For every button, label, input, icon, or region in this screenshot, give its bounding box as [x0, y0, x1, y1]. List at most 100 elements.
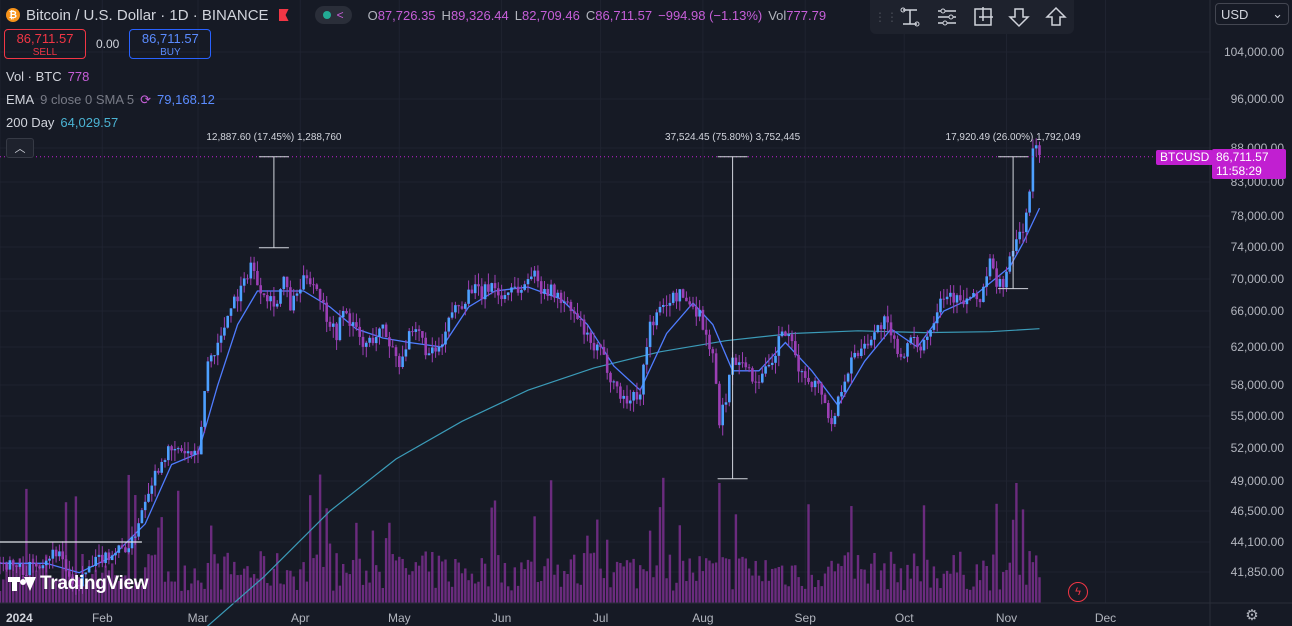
volume-bar: [754, 560, 757, 603]
candle-body: [391, 346, 394, 348]
candle-body: [447, 317, 451, 332]
volume-bar: [299, 569, 302, 603]
volume-bar: [101, 572, 104, 603]
volume-bar: [190, 583, 193, 603]
flag-icon[interactable]: [278, 9, 289, 21]
volume-bar: [127, 474, 130, 603]
crosshair-box-icon[interactable]: [965, 0, 1001, 34]
sell-button[interactable]: 86,711.57 SELL: [4, 29, 86, 59]
candle-body: [97, 554, 101, 557]
currency-select[interactable]: USD ⌄: [1215, 3, 1289, 25]
candle-body: [25, 575, 28, 577]
candle-body: [609, 372, 612, 383]
volume-bar: [718, 483, 721, 603]
volume-bar: [97, 581, 101, 603]
volume-bar: [441, 561, 444, 603]
candle-body: [635, 391, 639, 400]
volume-bar: [866, 583, 870, 603]
volume-bar: [259, 551, 262, 603]
volume-bar: [711, 563, 714, 603]
candle-body: [579, 318, 583, 320]
candle-body: [988, 258, 992, 277]
candle-body: [995, 268, 998, 287]
candle-body: [437, 346, 441, 352]
candle-body: [619, 386, 622, 399]
volume-bar: [236, 575, 239, 603]
time-tick-label: Sep: [795, 611, 817, 625]
candle-body: [605, 354, 609, 373]
time-tick-label: Mar: [188, 611, 209, 625]
volume-bar: [64, 502, 68, 603]
candle-body: [919, 346, 922, 351]
volume-bar: [837, 563, 840, 603]
volume-bar: [493, 500, 497, 603]
long-position-icon[interactable]: [892, 0, 928, 34]
volume-bar: [94, 569, 97, 603]
time-tick-label: May: [388, 611, 411, 625]
volume-bar: [655, 565, 658, 603]
volume-indicator-legend[interactable]: Vol · BTC 778: [6, 69, 89, 84]
candle-body: [480, 286, 484, 300]
volume-bar: [807, 504, 810, 603]
drag-handle-icon[interactable]: ⋮⋮: [874, 10, 898, 24]
ohlc-values: O87,726.35 H89,326.44 L82,709.46 C86,711.57…: [368, 8, 826, 23]
volume-bar: [378, 571, 381, 603]
candle-body: [464, 303, 467, 309]
volume-bar: [252, 574, 256, 603]
candle-body: [68, 571, 71, 577]
symbol-title[interactable]: Bitcoin / U.S. Dollar · 1D · BINANCE: [26, 6, 269, 24]
indicator-settings-icon[interactable]: [928, 0, 964, 34]
candle-body: [51, 549, 55, 559]
ohlc-item: L82,709.46: [515, 8, 580, 23]
ma200-indicator-legend[interactable]: 200 Day 64,029.57: [6, 115, 118, 130]
candle-body: [490, 283, 493, 292]
price-tick-label: 58,000.00: [1231, 378, 1285, 392]
candle-body: [388, 337, 391, 347]
market-status-pill[interactable]: <: [314, 6, 352, 24]
time-tick-label: Oct: [895, 611, 914, 625]
lightning-icon[interactable]: ϟ: [1068, 582, 1088, 602]
candle-body: [186, 451, 190, 454]
volume-bar: [738, 558, 741, 603]
buy-button[interactable]: 86,711.57 BUY: [129, 29, 212, 59]
volume-bar: [269, 585, 272, 603]
collapse-legend-button[interactable]: ︿: [6, 138, 34, 158]
volume-bar: [292, 576, 295, 603]
candle-body: [493, 283, 497, 289]
arrow-up-icon[interactable]: [1038, 0, 1074, 34]
candle-body: [701, 309, 705, 330]
volume-bar: [35, 570, 38, 603]
candle-body: [196, 450, 200, 455]
volume-bar: [497, 555, 500, 603]
price-tick-label: 62,000.00: [1231, 340, 1285, 354]
candle-body: [1031, 148, 1035, 192]
ohlc-value: 86,711.57: [595, 7, 653, 23]
volume-bar: [777, 566, 780, 603]
candle-body: [18, 563, 22, 567]
share-icon[interactable]: <: [336, 8, 344, 22]
gear-icon[interactable]: ⚙: [1245, 607, 1259, 624]
candle-body: [883, 316, 886, 330]
candle-body: [586, 332, 589, 335]
buy-label: BUY: [160, 47, 181, 58]
volume-bar: [563, 570, 566, 603]
volume-bar: [645, 571, 648, 603]
volume-bar: [665, 578, 668, 603]
candle-body: [774, 355, 777, 363]
candle-body: [787, 334, 790, 337]
candle-body: [728, 374, 731, 403]
measurements: 12,887.60 (17.45%) 1,288,760 37,524.45 (7…: [0, 132, 1210, 543]
volume-bar: [262, 556, 266, 603]
trade-panel: 86,711.57 SELL 0.00 86,711.57 BUY: [4, 29, 212, 59]
candle-body: [236, 296, 239, 302]
arrow-down-icon[interactable]: [1001, 0, 1037, 34]
candle-body: [935, 312, 939, 324]
candle-body: [381, 324, 385, 329]
ema-indicator-legend[interactable]: EMA 9 close 0 SMA 5 ⟳ 79,168.12: [6, 92, 215, 108]
tradingview-logo[interactable]: TradingView: [8, 573, 149, 595]
candle-body: [932, 323, 936, 330]
volume-bar: [609, 587, 612, 603]
volume-bar: [579, 584, 582, 603]
